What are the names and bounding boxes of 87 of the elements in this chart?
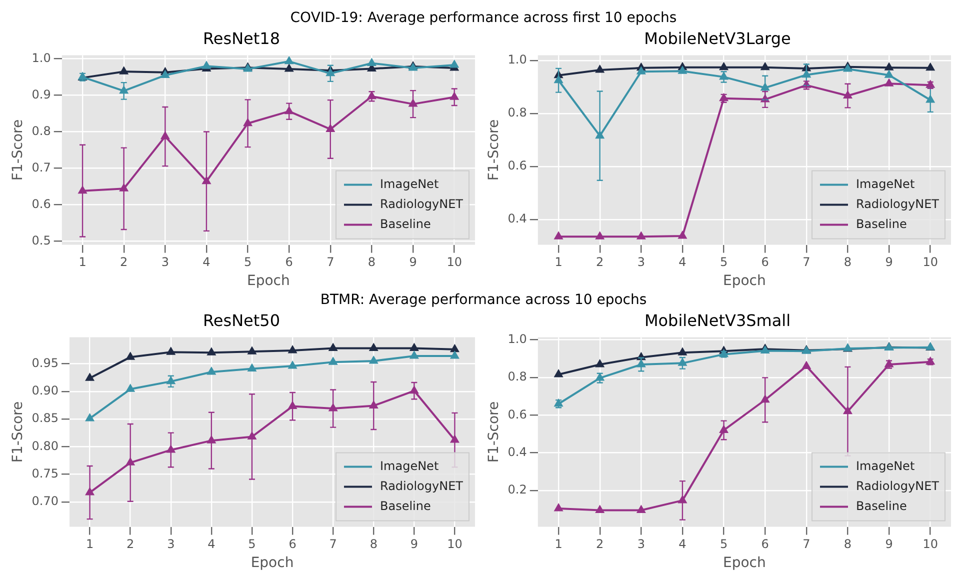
x-tick-label: 3 (167, 537, 175, 552)
y-tick-label: 0.4 (508, 212, 527, 226)
legend-label: Baseline (856, 498, 907, 513)
y-tick-label: 1.0 (32, 50, 51, 65)
x-tick-label: 6 (285, 255, 293, 270)
x-tick-label: 7 (802, 255, 810, 270)
x-tick-label: 10 (446, 255, 462, 270)
x-tick-label: 2 (596, 255, 604, 270)
chart-title: ResNet50 (202, 310, 280, 330)
x-tick-label: 1 (86, 537, 94, 552)
x-tick-label: 8 (844, 537, 852, 552)
text: BTMR: Average performance across 10 epochs (319, 291, 648, 310)
x-tick-label: 8 (368, 255, 376, 270)
x-tick-label: 10 (922, 255, 938, 270)
x-tick-label: 6 (761, 537, 769, 552)
chart-title: MobileNetV3Small (644, 310, 791, 330)
x-tick-label: 7 (329, 537, 337, 552)
x-tick-label: 4 (678, 537, 686, 552)
y-tick-label: 0.90 (32, 383, 59, 398)
y-tick-label: 0.6 (508, 158, 527, 173)
x-tick-label: 4 (202, 255, 210, 270)
x-tick-label: 1 (554, 537, 562, 552)
y-tick-label: 0.8 (508, 370, 527, 384)
x-tick-label: 3 (637, 537, 645, 552)
legend-label: ImageNet (856, 176, 915, 191)
x-axis-title: Epoch (723, 273, 766, 290)
x-tick-label: 9 (885, 255, 893, 270)
x-tick-label: 2 (126, 537, 134, 552)
x-tick-label: 8 (370, 537, 378, 552)
y-tick-label: 0.8 (508, 106, 527, 120)
legend-label: Baseline (856, 216, 907, 231)
x-tick-label: 9 (409, 255, 417, 270)
x-tick-label: 6 (288, 537, 296, 552)
legend-label: Baseline (380, 216, 431, 231)
x-axis-title: Epoch (250, 555, 294, 572)
x-tick-label: 1 (78, 255, 86, 270)
y-tick-label: 0.70 (32, 494, 59, 508)
y-tick-label: 0.85 (32, 411, 59, 426)
x-tick-label: 8 (844, 255, 852, 270)
y-tick-label: 1.0 (508, 332, 527, 346)
chart-title: ResNet18 (202, 28, 280, 48)
y-tick-label: 0.7 (32, 160, 51, 174)
y-tick-label: 0.80 (32, 438, 59, 453)
y-axis-title: F1-Score (486, 401, 502, 463)
legend-label: Baseline (380, 498, 431, 513)
y-tick-label: 0.6 (508, 407, 527, 422)
x-tick-label: 4 (678, 255, 686, 270)
legend-label: RadiologyNET (856, 478, 940, 493)
y-tick-label: 0.4 (508, 444, 527, 459)
y-tick-label: 1.0 (508, 52, 527, 67)
x-tick-label: 10 (922, 537, 938, 552)
x-tick-label: 4 (208, 537, 216, 552)
x-tick-label: 9 (885, 537, 893, 552)
legend-label: ImageNet (856, 458, 915, 473)
x-tick-label: 10 (447, 537, 462, 552)
y-tick-label: 0.5 (32, 233, 51, 248)
y-tick-label: 0.2 (508, 482, 527, 497)
x-tick-label: 3 (161, 255, 169, 270)
y-axis-title: F1-Score (10, 401, 26, 463)
y-tick-label: 0.75 (32, 466, 59, 480)
x-tick-label: 5 (244, 255, 252, 270)
x-tick-label: 7 (326, 255, 334, 270)
legend-label: ImageNet (380, 176, 439, 191)
x-tick-label: 6 (761, 255, 769, 270)
legend-label: ImageNet (380, 458, 439, 473)
x-tick-label: 3 (637, 255, 645, 270)
x-tick-label: 5 (720, 537, 728, 552)
x-tick-label: 5 (248, 537, 256, 552)
x-tick-label: 2 (120, 255, 128, 270)
legend-label: RadiologyNET (856, 196, 940, 211)
x-tick-label: 5 (720, 255, 728, 270)
chart-title: MobileNetV3Large (644, 28, 791, 48)
y-tick-label: 0.95 (32, 356, 59, 370)
y-axis-title: F1-Score (10, 119, 26, 181)
text: COVID-19: Average performance across first 10 epochs (289, 9, 678, 28)
y-tick-label: 0.8 (32, 124, 51, 138)
x-tick-label: 9 (410, 537, 418, 552)
legend-label: RadiologyNET (380, 478, 464, 493)
y-tick-label: 0.6 (32, 196, 51, 211)
x-axis-title: Epoch (247, 273, 290, 290)
x-tick-label: 2 (596, 537, 604, 552)
legend-label: RadiologyNET (380, 196, 464, 211)
x-axis-title: Epoch (723, 555, 766, 572)
y-tick-label: 0.9 (32, 87, 51, 102)
x-tick-label: 7 (802, 537, 810, 552)
y-axis-title: F1-Score (486, 119, 502, 181)
x-tick-label: 1 (554, 255, 562, 270)
